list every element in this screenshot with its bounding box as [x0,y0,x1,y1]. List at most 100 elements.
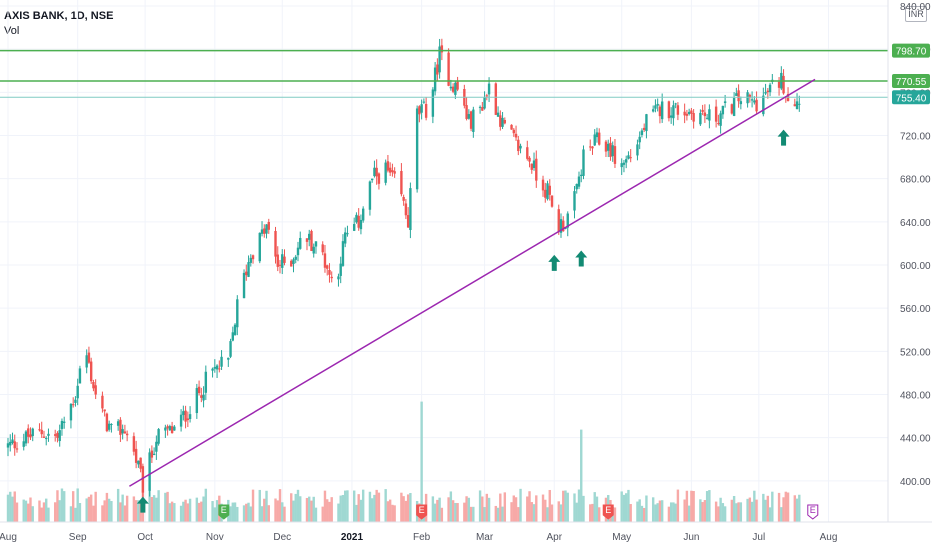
volume-bar [132,496,136,522]
price-badge [892,90,930,105]
candle-body [451,86,455,92]
volume-bar [654,504,657,522]
volume-bar [276,500,279,522]
candle-body [22,441,25,447]
volume-bar [265,490,268,522]
earnings-letter: E [810,505,816,515]
arrow-markers [136,129,790,513]
volume-bar [717,506,720,522]
volume-bar [557,501,560,522]
candle-body [431,89,435,117]
candle-body [58,430,61,442]
volume-bar [501,506,504,522]
price-badges: 798.70 770.55 755.40 [892,43,930,105]
candle-body [499,115,502,127]
volume-bar [76,488,79,522]
volume-bar [13,491,16,522]
volume-bar [730,499,734,522]
candle-body [323,253,327,268]
volume-bar [656,503,659,522]
volume-bar [510,502,513,522]
candle-body [56,432,59,438]
volume-bar [735,503,738,522]
candle-body [735,93,738,96]
volume-bar [575,502,578,522]
volume-bar [281,502,284,522]
volume-bar [328,501,331,522]
candle-body [11,439,14,443]
candle-body [384,162,387,183]
volume-bar [629,504,632,522]
volume-bar [323,490,327,522]
candle-body [63,421,66,423]
chart-title: AXIS BANK, 1D, NSE [4,10,114,22]
candle-body [544,189,547,198]
candle-body [386,161,390,171]
candle-body [573,191,576,211]
candle-body [200,395,203,398]
time-axis: Aug Sep Oct Nov Dec 2021 Feb Mar Apr May Jun Jul Aug [0,532,837,543]
candle-body [265,224,268,234]
candle-body [622,162,626,165]
volume-bar [456,503,459,522]
candle-body [40,429,43,435]
volume-bar [780,507,783,522]
candle-body [204,371,208,393]
earnings-icon [416,504,428,520]
volume-bar [436,499,439,522]
volume-bar [370,498,374,522]
candle-body [305,238,309,242]
volume-bar [651,497,655,522]
candle-body [116,421,120,426]
candle-body [438,46,441,73]
candle-body [424,103,428,118]
volume-bar [182,501,185,522]
candle-body [481,107,484,111]
up-arrow-icon [777,129,790,146]
up-arrow-icon [575,250,588,267]
volume-bar [795,498,799,522]
candle-body [753,100,756,103]
volume-bar [157,490,160,522]
currency-badge[interactable]: INR [905,6,927,22]
candle-body [107,423,111,430]
price-tick-label: 440.00 [900,434,931,445]
volume-bar [564,490,567,522]
volume-bar [6,494,10,522]
volume-bar [762,493,765,522]
candle-body [314,241,318,247]
volume-bar [692,490,695,522]
volume-bar [721,503,725,522]
earnings-letter: E [605,505,611,515]
candle-body [377,173,381,184]
candle-body [750,99,754,101]
volume-bar [676,489,680,522]
candle-body [636,144,639,156]
volume-bar [361,489,365,522]
volume-bar [535,495,538,522]
candle-body [211,368,214,371]
candle-body [71,404,75,406]
candle-body [290,260,293,267]
candle-body [27,428,30,437]
candle-body [685,113,689,116]
candle-body [94,385,97,395]
candle-body [642,127,646,130]
volume-bar [166,491,169,522]
candle-body [582,149,585,176]
candle-body [674,103,677,105]
volume-bar [337,503,340,522]
candle-body [45,438,48,440]
price-badge [892,73,930,88]
volume-bar [292,500,295,522]
volume-bar [798,494,801,522]
volume-bar [85,498,88,522]
candle-body [227,357,230,360]
volume-bar [566,492,569,522]
candle-body [465,105,468,119]
candle-body [213,366,217,369]
volume-bar [674,503,677,522]
volume-bar [15,502,19,522]
candle-body [692,113,695,122]
